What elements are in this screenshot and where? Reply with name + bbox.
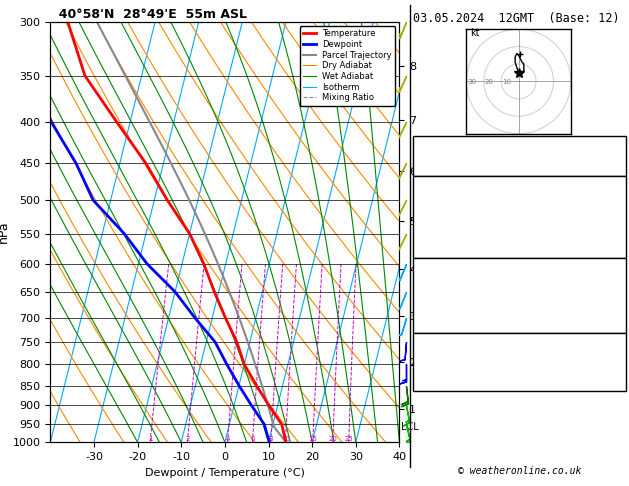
Text: Hodograph: Hodograph bbox=[491, 338, 548, 348]
Text: PW (cm): PW (cm) bbox=[417, 162, 458, 173]
Text: SREH: SREH bbox=[417, 359, 440, 369]
Text: 10: 10 bbox=[502, 79, 511, 85]
Legend: Temperature, Dewpoint, Parcel Trajectory, Dry Adiabat, Wet Adiabat, Isotherm, Mi: Temperature, Dewpoint, Parcel Trajectory… bbox=[300, 26, 395, 105]
Text: θₑ (K): θₑ (K) bbox=[417, 285, 452, 295]
Y-axis label: km
ASL: km ASL bbox=[433, 232, 455, 254]
Text: 20: 20 bbox=[328, 436, 337, 442]
Text: 1: 1 bbox=[148, 436, 152, 442]
Text: 2.26: 2.26 bbox=[599, 162, 622, 173]
Text: StmDir: StmDir bbox=[417, 370, 452, 381]
Text: Mixing Ratio (g/kg): Mixing Ratio (g/kg) bbox=[424, 207, 434, 299]
Text: 42: 42 bbox=[610, 150, 622, 160]
Text: 20: 20 bbox=[485, 79, 494, 85]
Text: Totals Totals: Totals Totals bbox=[417, 150, 493, 160]
Text: Most Unstable: Most Unstable bbox=[479, 263, 560, 273]
Text: θₑ(K): θₑ(K) bbox=[417, 214, 447, 224]
Text: 14: 14 bbox=[610, 191, 622, 201]
Text: Pressure (mb): Pressure (mb) bbox=[417, 273, 493, 283]
Text: 0: 0 bbox=[616, 248, 622, 258]
Text: 03.05.2024  12GMT  (Base: 12): 03.05.2024 12GMT (Base: 12) bbox=[413, 12, 620, 25]
Text: CAPE (J): CAPE (J) bbox=[417, 236, 464, 246]
Text: Temp (°C): Temp (°C) bbox=[417, 191, 470, 201]
Text: K: K bbox=[417, 138, 423, 148]
Text: Dewp (°C): Dewp (°C) bbox=[417, 202, 470, 212]
Text: 350°: 350° bbox=[599, 370, 622, 381]
Text: 25: 25 bbox=[344, 436, 353, 442]
Text: Lifted Index: Lifted Index bbox=[417, 225, 487, 235]
Text: 47: 47 bbox=[610, 348, 622, 358]
Text: CAPE (J): CAPE (J) bbox=[417, 310, 464, 320]
Text: 8: 8 bbox=[269, 436, 273, 442]
Text: 10: 10 bbox=[281, 436, 290, 442]
Text: 30: 30 bbox=[610, 359, 622, 369]
Text: Lifted Index: Lifted Index bbox=[417, 297, 487, 307]
Text: kt: kt bbox=[470, 28, 479, 38]
X-axis label: Dewpoint / Temperature (°C): Dewpoint / Temperature (°C) bbox=[145, 468, 305, 478]
Text: CIN (J): CIN (J) bbox=[417, 322, 458, 332]
Text: 10.2: 10.2 bbox=[599, 202, 622, 212]
Y-axis label: hPa: hPa bbox=[0, 221, 10, 243]
Text: 4: 4 bbox=[225, 436, 230, 442]
Text: 6: 6 bbox=[250, 436, 255, 442]
Text: 40°58'N  28°49'E  55m ASL: 40°58'N 28°49'E 55m ASL bbox=[50, 8, 247, 21]
Text: StmSpd (kt): StmSpd (kt) bbox=[417, 382, 482, 392]
Text: 308: 308 bbox=[604, 214, 622, 224]
Text: 7: 7 bbox=[616, 225, 622, 235]
Text: 308: 308 bbox=[604, 285, 622, 295]
Text: CIN (J): CIN (J) bbox=[417, 248, 458, 258]
Text: 22: 22 bbox=[610, 138, 622, 148]
Text: 16: 16 bbox=[610, 382, 622, 392]
Text: EH: EH bbox=[417, 348, 429, 358]
Text: © weatheronline.co.uk: © weatheronline.co.uk bbox=[458, 466, 581, 476]
Text: 0: 0 bbox=[616, 236, 622, 246]
Text: 15: 15 bbox=[308, 436, 317, 442]
Text: 30: 30 bbox=[467, 79, 476, 85]
Text: 0: 0 bbox=[616, 322, 622, 332]
Text: 1003: 1003 bbox=[599, 273, 622, 283]
Text: LCL: LCL bbox=[401, 422, 418, 432]
Text: 7: 7 bbox=[616, 297, 622, 307]
Text: 2: 2 bbox=[185, 436, 189, 442]
Text: 0: 0 bbox=[616, 310, 622, 320]
Text: Surface: Surface bbox=[498, 181, 542, 191]
